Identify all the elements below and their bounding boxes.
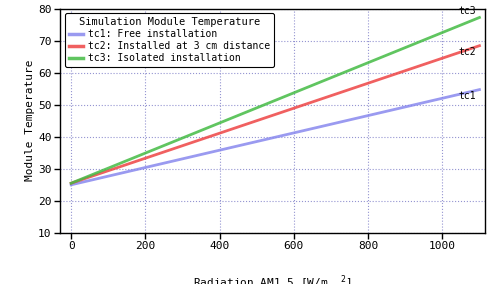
Text: tc2: tc2 bbox=[458, 47, 475, 57]
Legend: tc1: Free installation, tc2: Installed at 3 cm distance, tc3: Isolated installat: tc1: Free installation, tc2: Installed a… bbox=[65, 13, 274, 67]
Text: Radiation AM1.5 [W/m  $^{2}$]: Radiation AM1.5 [W/m $^{2}$] bbox=[193, 273, 352, 284]
Y-axis label: Module Temperature: Module Temperature bbox=[26, 60, 36, 181]
Text: tc3: tc3 bbox=[458, 6, 475, 16]
Text: tc1: tc1 bbox=[458, 91, 475, 101]
